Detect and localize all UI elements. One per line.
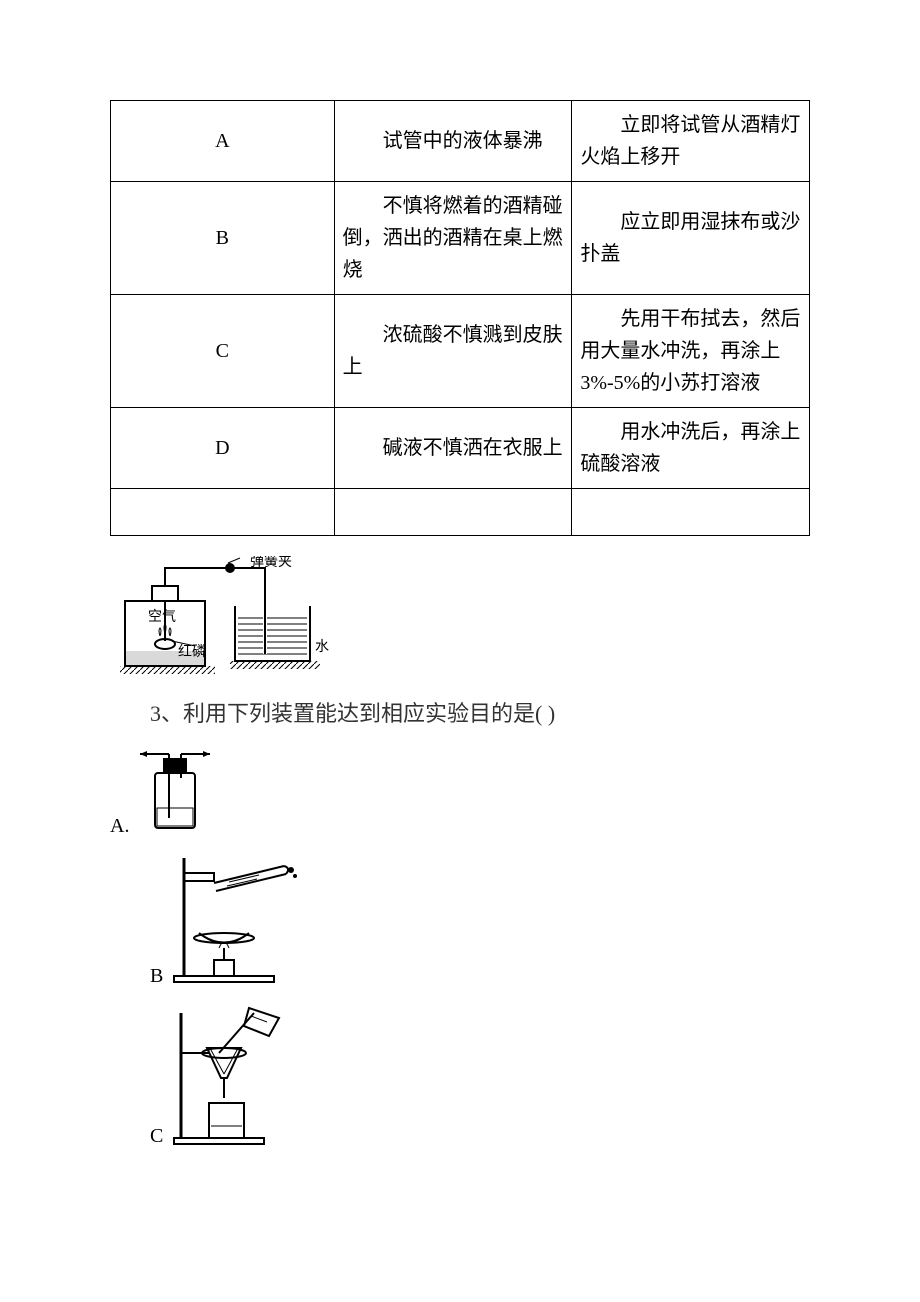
table-row: B 不慎将燃着的酒精碰倒，洒出的酒精在桌上燃烧 应立即用湿抹布或沙扑盖 xyxy=(111,182,810,295)
diagram-air-experiment: 弹簧夹 空气 红磷 水 xyxy=(110,556,810,686)
cell-text: 试管中的液体暴沸 xyxy=(343,125,564,157)
row-label: B xyxy=(111,182,335,295)
cell-text: 先用干布拭去，然后用大量水冲洗，再涂上 3%-5%的小苏打溶液 xyxy=(580,303,801,399)
air-label: 空气 xyxy=(148,609,176,625)
table-empty-row xyxy=(111,489,810,536)
option-b-label: B xyxy=(150,965,163,988)
row-situation: 不慎将燃着的酒精碰倒，洒出的酒精在桌上燃烧 xyxy=(334,182,572,295)
cell-text: B xyxy=(216,227,229,249)
row-situation: 浓硫酸不慎溅到皮肤上 xyxy=(334,295,572,408)
empty-cell xyxy=(334,489,572,536)
option-c-label: C xyxy=(150,1125,163,1148)
empty-cell xyxy=(572,489,810,536)
row-situation: 试管中的液体暴沸 xyxy=(334,101,572,182)
row-situation: 碱液不慎洒在衣服上 xyxy=(334,408,572,489)
cell-text: D xyxy=(215,437,229,459)
cell-text: 用水冲洗后，再涂上硫酸溶液 xyxy=(580,416,801,480)
cell-text: 浓硫酸不慎溅到皮肤上 xyxy=(343,319,564,383)
option-a-diagram xyxy=(135,738,215,838)
row-label: D xyxy=(111,408,335,489)
question-3: 3、利用下列装置能达到相应实验目的是( ) xyxy=(150,696,810,728)
table-row: D 碱液不慎洒在衣服上 用水冲洗后，再涂上硫酸溶液 xyxy=(111,408,810,489)
row-action: 立即将试管从酒精灯火焰上移开 xyxy=(572,101,810,182)
option-a-label: A. xyxy=(110,815,129,838)
option-c-diagram xyxy=(169,998,289,1148)
page-container: A 试管中的液体暴沸 立即将试管从酒精灯火焰上移开 B 不慎将燃着的酒精碰倒，洒… xyxy=(0,0,920,1258)
row-action: 应立即用湿抹布或沙扑盖 xyxy=(572,182,810,295)
table-row: A 试管中的液体暴沸 立即将试管从酒精灯火焰上移开 xyxy=(111,101,810,182)
row-action: 先用干布拭去，然后用大量水冲洗，再涂上 3%-5%的小苏打溶液 xyxy=(572,295,810,408)
row-action: 用水冲洗后，再涂上硫酸溶液 xyxy=(572,408,810,489)
cell-text: 碱液不慎洒在衣服上 xyxy=(343,432,564,464)
option-b-row: B xyxy=(110,848,810,988)
spring-clip-label: 弹簧夹 xyxy=(250,556,292,570)
cell-text: A xyxy=(215,130,229,152)
row-label: C xyxy=(111,295,335,408)
option-a-row: A. xyxy=(110,738,810,838)
table-row: C 浓硫酸不慎溅到皮肤上 先用干布拭去，然后用大量水冲洗，再涂上 3%-5%的小… xyxy=(111,295,810,408)
question-number: 3、 xyxy=(150,701,183,726)
water-label: 水 xyxy=(315,639,329,655)
question-text: 利用下列装置能达到相应实验目的是( ) xyxy=(183,701,555,726)
diagram-svg: 弹簧夹 空气 红磷 水 xyxy=(110,556,340,686)
option-b-diagram xyxy=(169,848,319,988)
cell-text: 应立即用湿抹布或沙扑盖 xyxy=(580,206,801,270)
cell-text: 立即将试管从酒精灯火焰上移开 xyxy=(580,109,801,173)
option-c-row: C xyxy=(110,998,810,1148)
redp-label: 红磷 xyxy=(178,644,206,660)
cell-text: 不慎将燃着的酒精碰倒，洒出的酒精在桌上燃烧 xyxy=(343,190,564,286)
row-label: A xyxy=(111,101,335,182)
empty-cell xyxy=(111,489,335,536)
cell-text: C xyxy=(216,340,229,362)
situation-table: A 试管中的液体暴沸 立即将试管从酒精灯火焰上移开 B 不慎将燃着的酒精碰倒，洒… xyxy=(110,100,810,536)
